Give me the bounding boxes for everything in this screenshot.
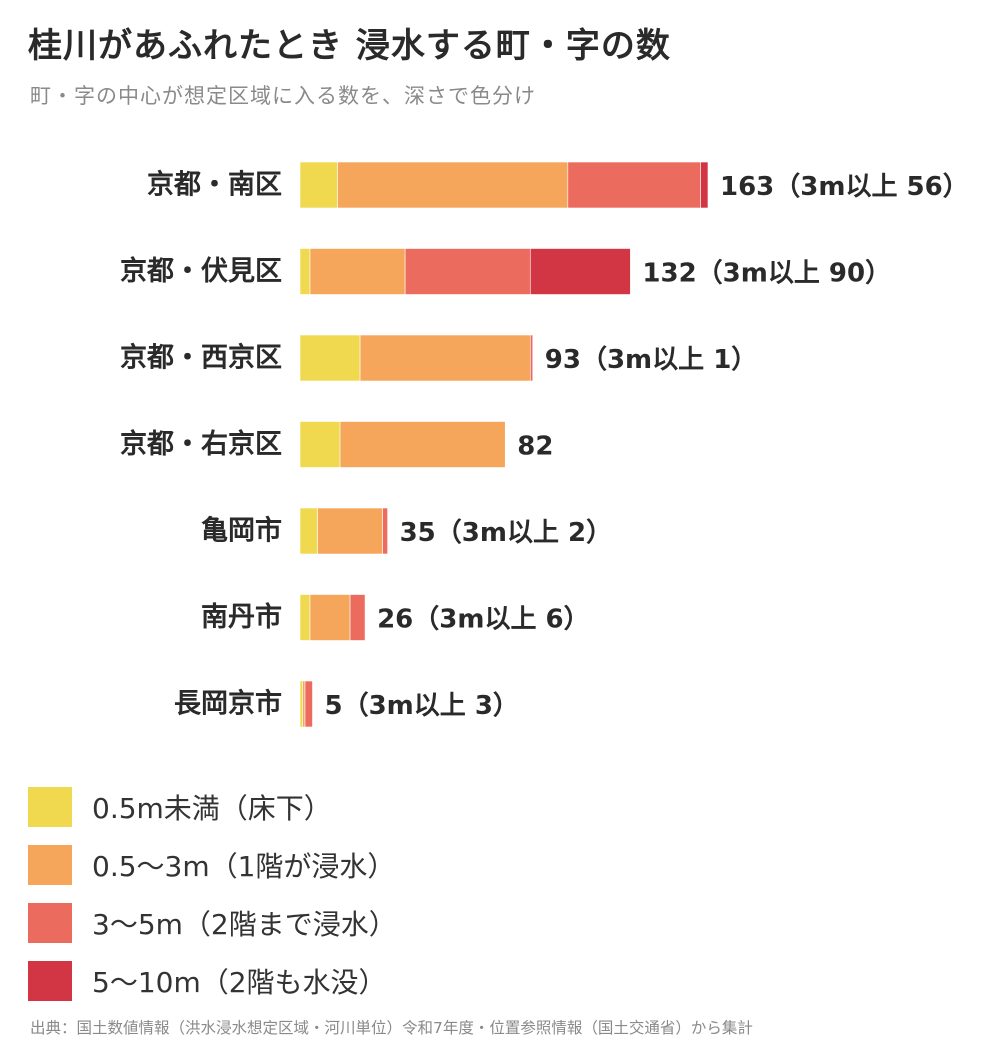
bar-segment: [567, 161, 701, 209]
bar-segment: [349, 594, 366, 641]
category-label: 長岡京市: [174, 688, 282, 720]
legend-item: 0.5m未満（床下）: [28, 778, 397, 836]
value-label: 93（3m以上 1）: [545, 345, 758, 375]
legend-item: 3〜5m（2階まで浸水）: [28, 894, 397, 952]
value-label: 163（3m以上 56）: [720, 172, 969, 202]
bar-segment: [299, 594, 311, 641]
bar-segment: [339, 421, 506, 468]
value-label: 35（3m以上 2）: [400, 518, 613, 548]
bar-segment: [299, 248, 311, 295]
bar-segment: [302, 680, 306, 728]
bar-segment: [529, 334, 534, 382]
legend-label: 0.5〜3m（1階が浸水）: [92, 850, 396, 883]
bar-segment: [304, 680, 313, 728]
bar-segment: [309, 594, 351, 641]
category-label: 京都・西京区: [120, 342, 282, 374]
category-label: 亀岡市: [201, 515, 282, 547]
legend-label: 5〜10m（2階も水没）: [92, 966, 387, 999]
value-label: 5（3m以上 3）: [325, 691, 519, 721]
category-label: 京都・右京区: [120, 428, 282, 460]
chart-title: 桂川があふれたとき 浸水する町・字の数: [28, 26, 671, 66]
legend-label: 3〜5m（2階まで浸水）: [92, 908, 397, 941]
legend-label: 0.5m未満（床下）: [92, 792, 332, 825]
stacked-bar-chart: 京都・南区 163（3m以上 56） 京都・伏見区 132（3m以上 90） 京都・西京…: [120, 161, 969, 728]
chart-subtitle: 町・字の中心が想定区域に入る数を、深さで色分け: [30, 84, 536, 108]
value-label: 26（3m以上 6）: [377, 605, 590, 635]
bar-segment: [299, 421, 341, 468]
bar-segment: [317, 507, 383, 555]
category-label: 京都・南区: [147, 169, 282, 201]
legend: 0.5m未満（床下） 0.5〜3m（1階が浸水） 3〜5m（2階まで浸水） 5〜10m…: [28, 778, 397, 1010]
bar-segment: [529, 248, 631, 295]
legend-item: 0.5〜3m（1階が浸水）: [28, 836, 397, 894]
bar-segment: [309, 248, 406, 295]
legend-swatch: [28, 845, 72, 885]
bar-segment: [299, 161, 338, 209]
bar-segment: [359, 334, 531, 382]
legend-swatch: [28, 903, 72, 943]
bar-segment: [337, 161, 569, 209]
legend-item: 5〜10m（2階も水没）: [28, 952, 397, 1010]
category-label: 京都・伏見区: [120, 255, 282, 287]
bar-segment: [299, 334, 361, 382]
bar-segment: [299, 680, 303, 728]
bar-segment: [382, 507, 388, 555]
source-note: 出典：国土数値情報（洪水浸水想定区域・河川単位）令和7年度・位置参照情報（国土交…: [30, 1019, 753, 1037]
bar-segment: [299, 507, 318, 555]
value-label: 132（3m以上 90）: [642, 259, 891, 289]
bar-segment: [404, 248, 531, 295]
value-label: 82: [517, 432, 553, 462]
legend-swatch: [28, 961, 72, 1001]
bar-segment: [700, 161, 709, 209]
legend-swatch: [28, 787, 72, 827]
category-label: 南丹市: [201, 601, 282, 633]
